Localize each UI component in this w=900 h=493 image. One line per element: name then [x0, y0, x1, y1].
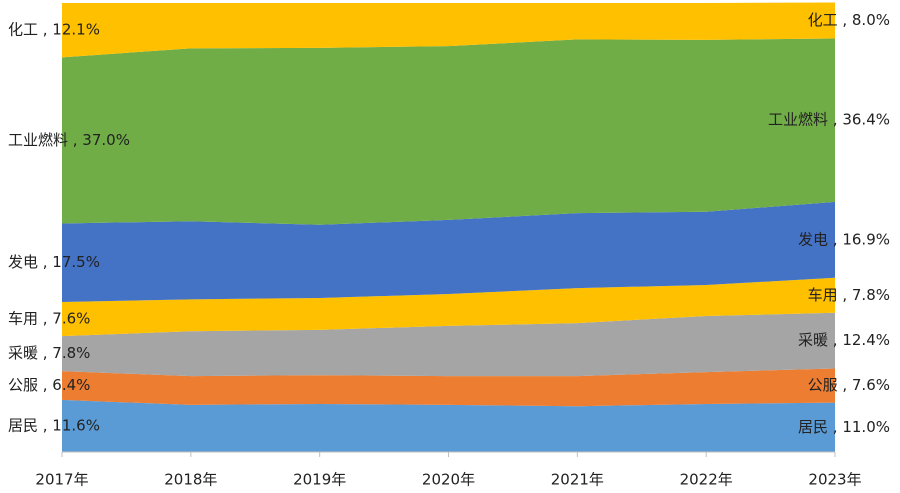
area [62, 2, 835, 58]
data-label: 采暖 , 7.8% [8, 344, 90, 362]
data-label: 采暖 , 12.4% [798, 331, 890, 349]
data-label: 发电 , 17.5% [8, 253, 100, 271]
data-label: 公服 , 6.4% [8, 376, 90, 394]
x-tick-label: 2018年 [164, 471, 217, 489]
area [62, 38, 835, 225]
data-label: 化工 , 8.0% [808, 11, 890, 29]
area [62, 399, 835, 452]
data-label: 公服 , 7.6% [808, 376, 890, 394]
area [62, 277, 835, 337]
x-tick-label: 2019年 [293, 471, 346, 489]
x-tick-label: 2022年 [680, 471, 733, 489]
x-tick-label: 2020年 [422, 471, 475, 489]
data-label: 车用 , 7.6% [8, 310, 90, 328]
data-label: 车用 , 7.8% [808, 286, 890, 304]
data-label: 工业燃料 , 36.4% [768, 111, 890, 129]
x-tick-label: 2021年 [551, 471, 604, 489]
x-tick-label: 2023年 [808, 471, 861, 489]
data-label: 工业燃料 , 37.0% [8, 131, 130, 149]
data-label: 发电 , 16.9% [798, 230, 890, 248]
data-label: 居民 , 11.0% [798, 418, 890, 436]
x-tick-label: 2017年 [35, 471, 88, 489]
area [62, 368, 835, 407]
data-label: 化工 , 12.1% [8, 21, 100, 39]
area [62, 201, 835, 303]
data-label: 居民 , 11.6% [8, 416, 100, 434]
area [62, 312, 835, 377]
